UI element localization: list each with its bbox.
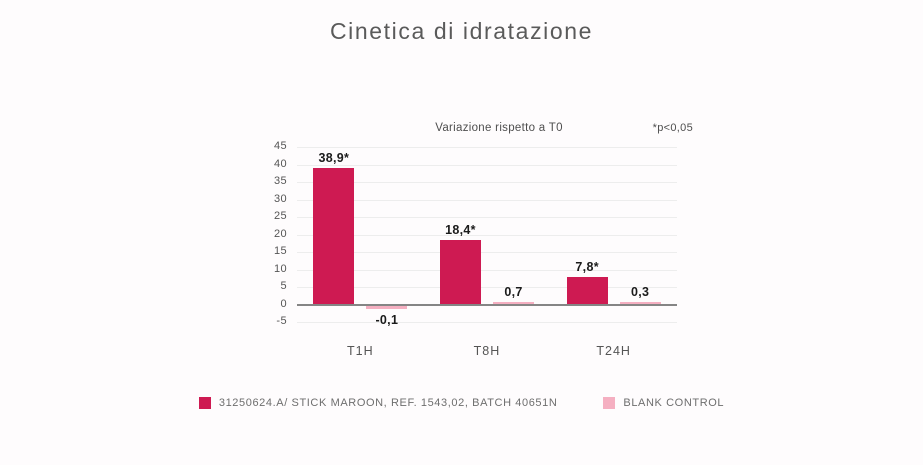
bar-t8h-sample [440, 240, 481, 305]
y-tick-label: 45 [273, 140, 287, 152]
y-tick-label: 40 [273, 157, 287, 170]
gridline [297, 234, 677, 236]
y-tick-label: 25 [273, 210, 287, 222]
bar-t1h-sample [313, 168, 355, 305]
bar-value-label: 7,8* [575, 260, 599, 275]
bar-value-label: 0,3 [631, 284, 650, 299]
bar-t1h-control [366, 305, 408, 309]
gridline [297, 147, 677, 148]
y-tick-label: -5 [276, 315, 287, 327]
bar-value-label: -0,1 [375, 312, 399, 327]
x-axis-label-t8h: T8H [473, 344, 501, 358]
bar-value-label: 18,4* [445, 223, 476, 238]
legend-label: BLANK CONTROL [623, 397, 725, 409]
y-tick-label: 0 [280, 297, 287, 310]
gridline [297, 269, 677, 271]
bar-value-label: 0,7 [504, 284, 523, 299]
bar-t8h-control [493, 301, 534, 305]
y-tick-label: 15 [273, 245, 287, 257]
x-axis-label-t1h: T1H [347, 344, 374, 358]
bar-value-label: 38,9* [318, 151, 350, 166]
gridline [297, 182, 677, 183]
bar-t24h-control [619, 301, 661, 305]
zero-axis-line [297, 303, 677, 306]
gridline [297, 164, 677, 166]
significance-note: *p<0,05 [652, 122, 693, 134]
chart-subtitle: Variazione rispetto a T0 [435, 122, 563, 134]
gridline [297, 199, 677, 201]
y-tick-label: 20 [273, 227, 287, 240]
legend-swatch [603, 397, 616, 409]
page-title: Cinetica di idratazione [329, 18, 594, 44]
legend-label: 31250624.A/ STICK MAROON, REF. 1543,02, … [218, 397, 558, 409]
legend-item: BLANK CONTROL [603, 397, 724, 409]
legend-item: 31250624.A/ STICK MAROON, REF. 1543,02, … [198, 397, 558, 409]
y-tick-label: 10 [273, 262, 287, 275]
chart-legend: 31250624.A/ STICK MAROON, REF. 1543,02, … [0, 397, 923, 409]
x-axis-label-t24h: T24H [596, 344, 631, 358]
y-tick-label: 5 [280, 280, 287, 292]
y-tick-label: 35 [273, 175, 287, 187]
y-tick-label: 30 [273, 192, 287, 205]
gridline [297, 217, 677, 218]
gridline [297, 287, 677, 288]
gridline [297, 322, 677, 323]
bar-chart-plot-area: 45 40 35 30 25 20 15 10 5 0 -5 38,9* -0,1 T1H 18,4* 0,7… [274, 140, 677, 358]
gridline [297, 252, 677, 253]
bar-t24h-sample [566, 277, 608, 305]
legend-swatch [198, 397, 211, 409]
